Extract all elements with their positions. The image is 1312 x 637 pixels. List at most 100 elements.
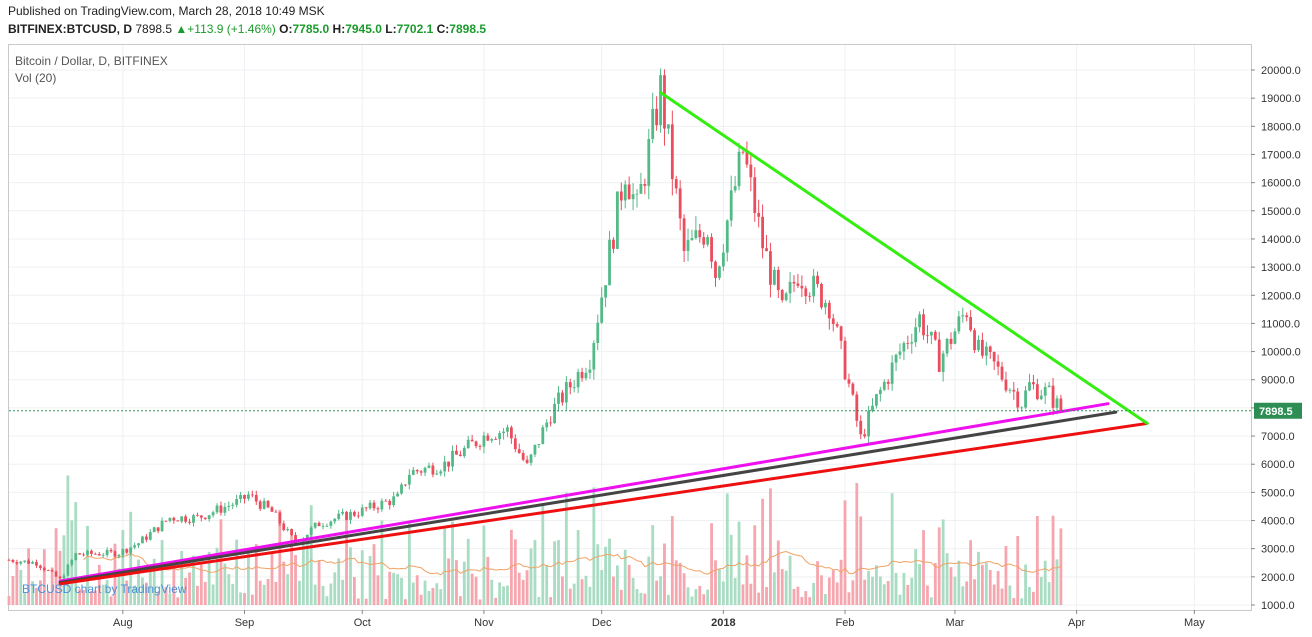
- volume-bar: [776, 540, 780, 605]
- trendlines[interactable]: [58, 91, 1149, 586]
- open-value: 7785.0: [292, 22, 330, 36]
- candle-body: [451, 450, 454, 467]
- volume-bar: [875, 565, 878, 605]
- volume-bar: [1004, 546, 1008, 605]
- candle-body: [745, 152, 749, 165]
- trendline-green: [659, 91, 1149, 425]
- volume-bar: [278, 509, 282, 605]
- candle-body: [321, 525, 325, 527]
- candle-body: [82, 554, 85, 556]
- volume-bar: [1047, 582, 1051, 605]
- volume-bar: [871, 576, 874, 605]
- candle-body: [309, 527, 313, 535]
- volume-bar: [105, 579, 109, 605]
- volume-bar: [839, 559, 843, 605]
- volume-bar: [62, 535, 66, 605]
- candle-body: [792, 281, 796, 284]
- volume-bar: [101, 584, 105, 605]
- volume-bar: [741, 584, 745, 605]
- volume-bar: [988, 570, 992, 605]
- candle-body: [470, 439, 474, 442]
- volume-bar: [490, 579, 494, 605]
- volume-bar: [914, 549, 918, 605]
- candle-body: [286, 529, 290, 531]
- candle-body: [1028, 382, 1031, 391]
- candle-body: [918, 314, 921, 328]
- volume-bar: [160, 540, 164, 605]
- volume-bar: [906, 584, 910, 605]
- time-tick-label: Oct: [354, 617, 371, 629]
- volume-bar: [698, 585, 702, 605]
- time-axis[interactable]: Aug Sep Oct Nov Dec 2018 Feb Mar Apr May: [113, 610, 1205, 629]
- candle-body: [631, 194, 635, 200]
- candle-body: [144, 536, 148, 540]
- volume-bar: [820, 575, 823, 605]
- change-label: +113.9 (+1.46%): [187, 22, 276, 36]
- symbol-label: BITFINEX:BTCUSD, D: [8, 22, 132, 36]
- volume-bar: [690, 596, 694, 605]
- candle-body: [977, 339, 980, 351]
- candle-body: [1043, 386, 1047, 396]
- volume-bar: [553, 541, 556, 605]
- volume-bar: [765, 587, 768, 605]
- volume-bar: [227, 574, 231, 605]
- volume-bar: [1028, 587, 1031, 605]
- candle-body: [353, 511, 356, 516]
- volume-bar: [659, 576, 662, 605]
- volume-bar: [19, 569, 23, 605]
- candle-body: [851, 383, 855, 395]
- volume-bar: [137, 559, 140, 605]
- candle-body: [576, 372, 580, 388]
- candle-body: [718, 266, 721, 278]
- candle-body: [933, 331, 937, 340]
- price-axis[interactable]: 1000.0 2000.0 3000.0 4000.0 5000.0 6000.0 7000…: [1251, 65, 1301, 612]
- volume-bar: [427, 591, 431, 605]
- candle-body: [19, 561, 23, 564]
- candle-body: [439, 471, 443, 474]
- volume-bar: [969, 540, 973, 605]
- candle-body: [7, 559, 11, 561]
- volume-bar: [847, 592, 851, 605]
- price-tick-label: 12000.0: [1261, 290, 1301, 302]
- volume-bar: [341, 579, 345, 605]
- volume-bar: [270, 553, 274, 605]
- volume-bar: [423, 580, 427, 605]
- candle-body: [109, 549, 113, 552]
- volume-bar: [125, 580, 129, 605]
- candle-body: [50, 570, 54, 572]
- candle-body: [345, 511, 348, 520]
- price-tick-label: 1000.0: [1261, 600, 1295, 612]
- volume-bar: [651, 525, 655, 605]
- candle-body: [612, 239, 615, 249]
- candle-body: [694, 230, 698, 239]
- open-label: O:: [279, 22, 293, 36]
- candle-body: [254, 494, 258, 502]
- watermark[interactable]: BTCUSD chart by TradingView: [22, 582, 187, 596]
- volume-bar: [376, 575, 380, 605]
- volume-bar: [545, 565, 549, 605]
- volume-bar: [965, 581, 969, 605]
- candle-body: [871, 405, 874, 411]
- candle-body: [27, 560, 31, 564]
- candle-body: [953, 331, 957, 344]
- volume-bar: [631, 577, 635, 605]
- volume-bar: [984, 562, 988, 605]
- candle-body: [541, 427, 545, 445]
- candle-body: [623, 184, 627, 201]
- ticker-line: BITFINEX:BTCUSD, D 7898.5 ▲+113.9 (+1.46…: [8, 22, 486, 36]
- plot-area[interactable]: [8, 44, 1252, 611]
- candle-body: [678, 188, 682, 219]
- volume-bar: [949, 567, 953, 605]
- volume-bar: [729, 534, 733, 605]
- candle-body: [294, 535, 297, 544]
- candle-body: [753, 177, 757, 213]
- volume-bar: [35, 587, 38, 605]
- volume-bar: [600, 569, 604, 605]
- published-label: Published on TradingView.com, March 28, …: [8, 4, 325, 18]
- candle-body: [1000, 366, 1004, 380]
- candle-body: [42, 567, 46, 571]
- volume-bar: [156, 591, 160, 605]
- candle-body: [368, 502, 372, 509]
- volume-bar: [384, 598, 388, 605]
